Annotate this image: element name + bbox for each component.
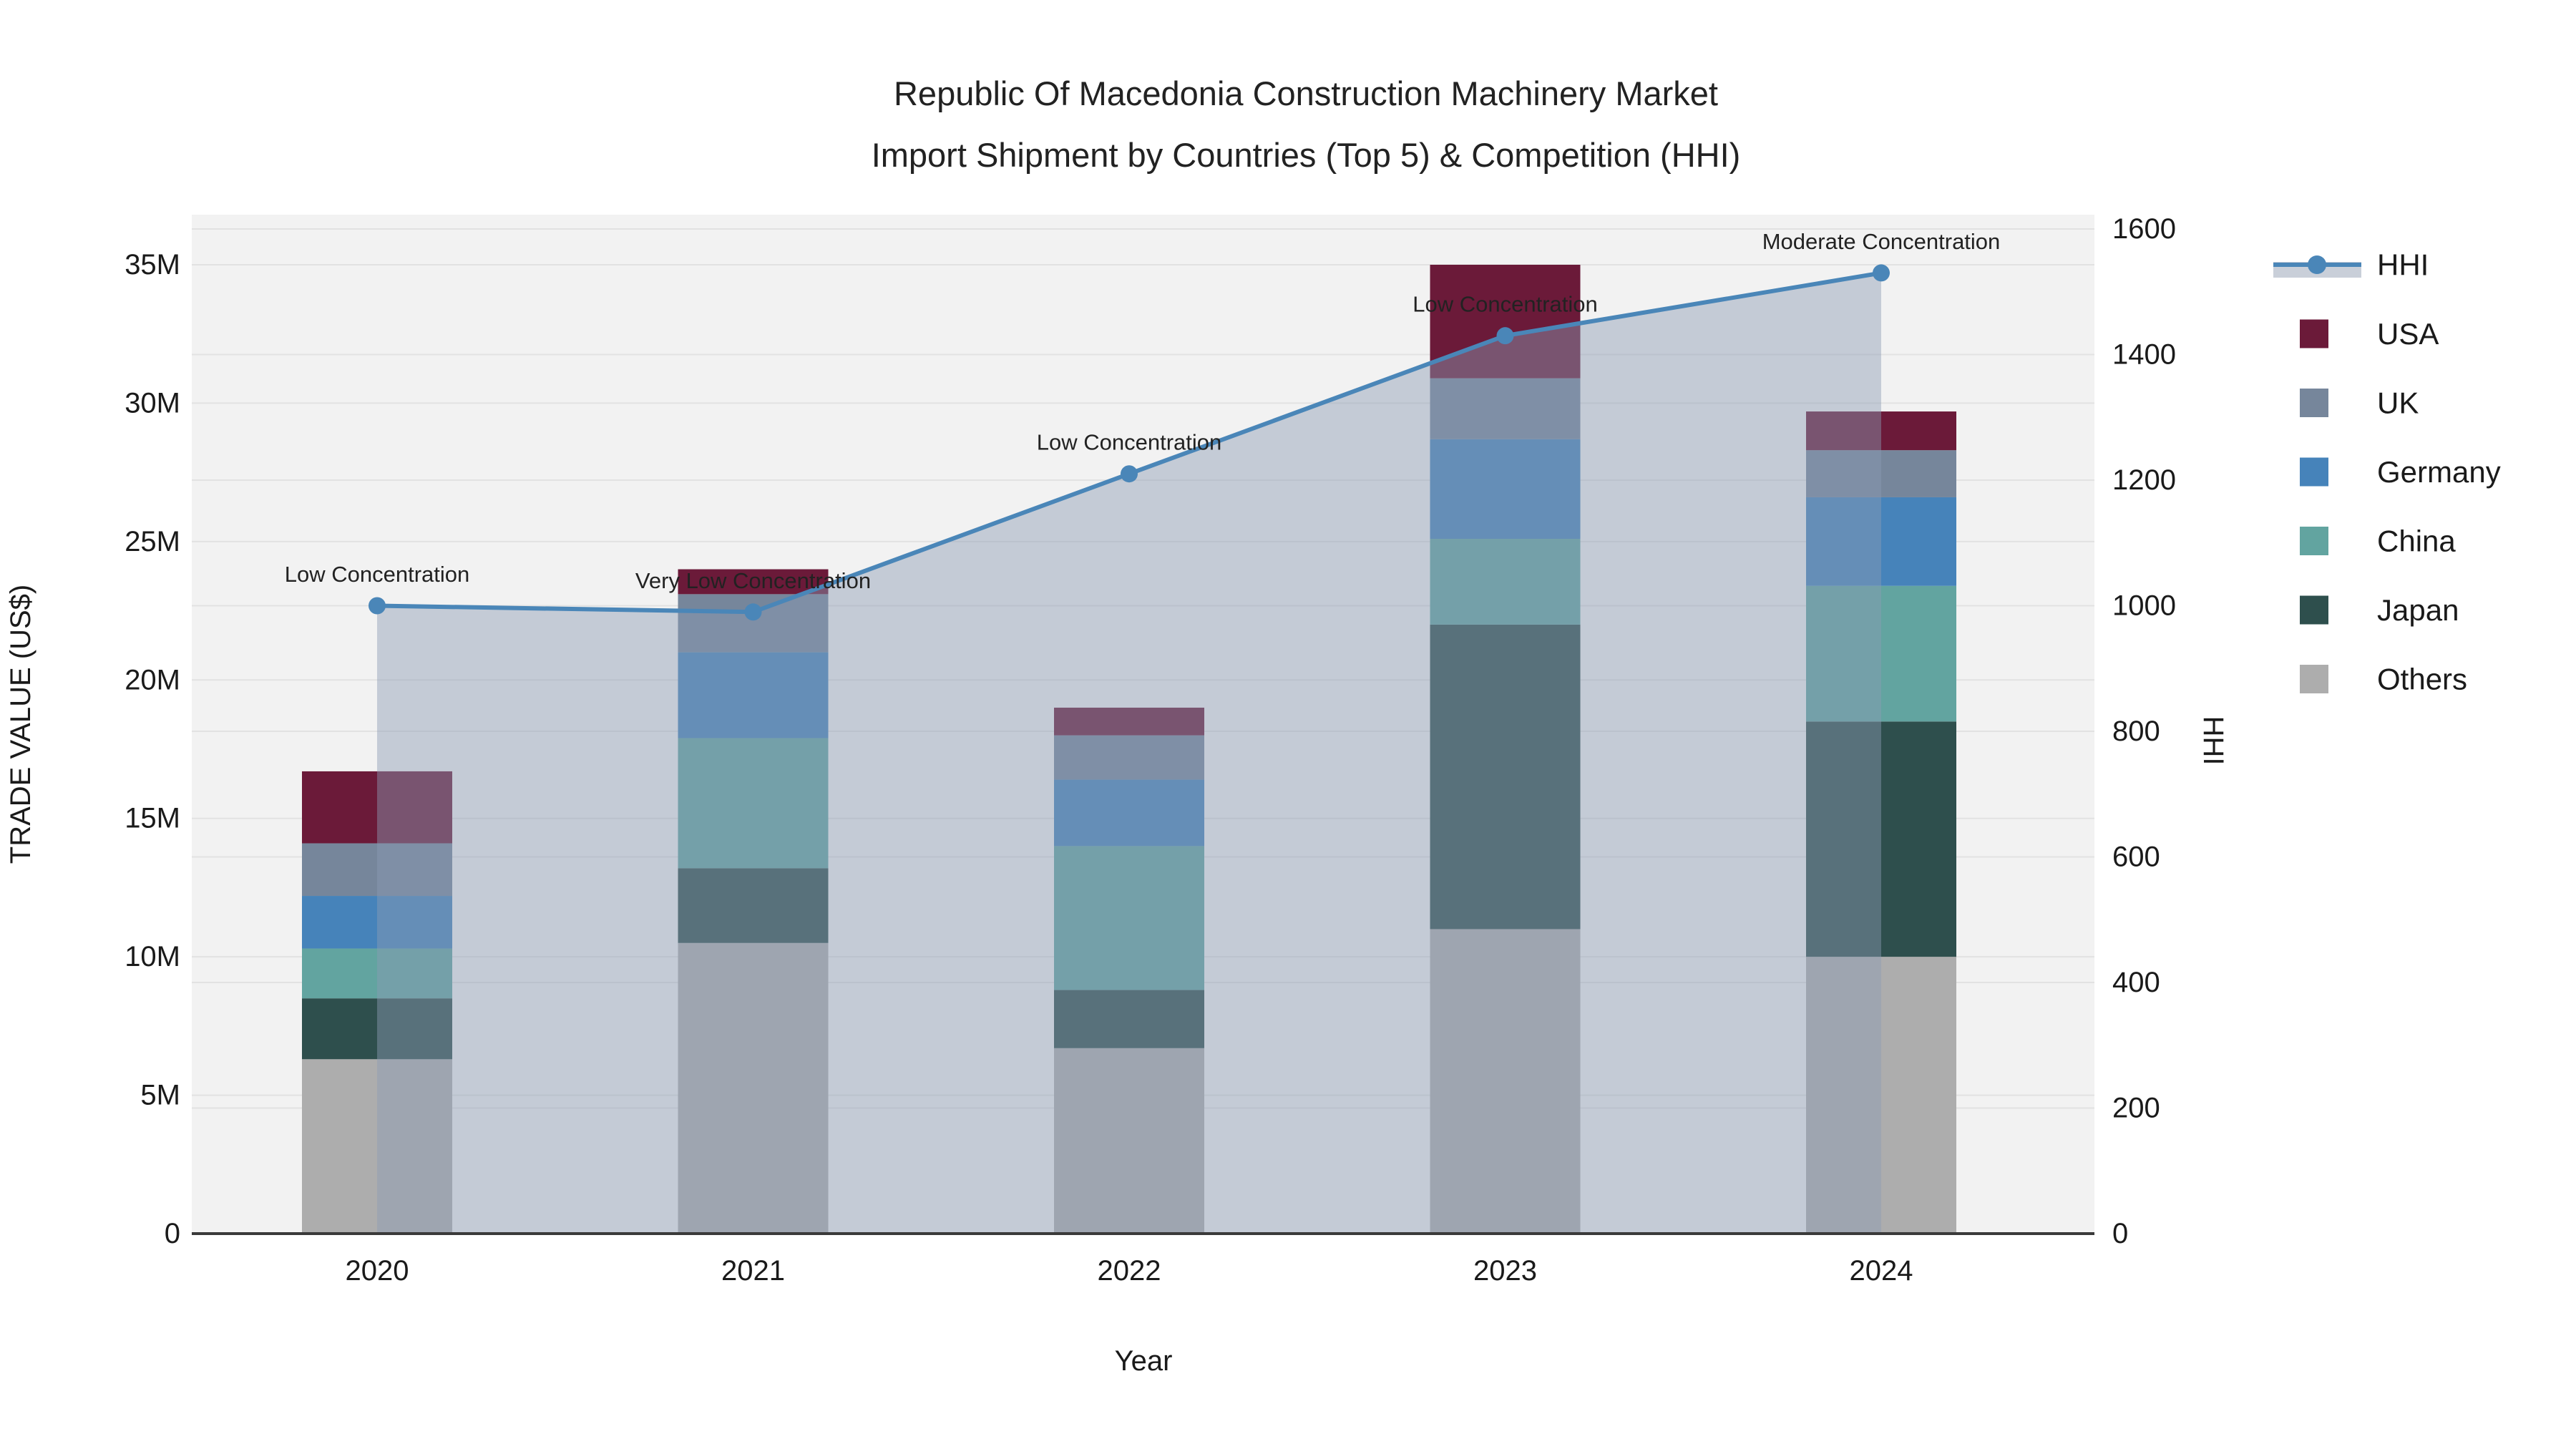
- chart-title-line2: Import Shipment by Countries (Top 5) & C…: [872, 136, 1741, 174]
- x-tick-2023: 2023: [1473, 1255, 1537, 1287]
- bar-segment-japan-2022[interactable]: [1054, 990, 1204, 1048]
- hhi-marker-2024[interactable]: [1873, 264, 1890, 282]
- legend: HHI USA UK Germany China Japan Others: [2273, 248, 2501, 696]
- bar-segment-japan-2020[interactable]: [302, 998, 452, 1060]
- bar-segment-japan-2021[interactable]: [678, 868, 829, 943]
- legend-item-japan[interactable]: Japan: [2300, 593, 2459, 627]
- bar-segment-china-2022[interactable]: [1054, 846, 1204, 990]
- y-axis-right-ticks: 0 200 400 600 800 1000 1200 1400 1600: [2112, 213, 2176, 1249]
- bar-segment-uk-2023[interactable]: [1430, 378, 1581, 439]
- y-left-tick-20M: 20M: [125, 664, 180, 696]
- hhi-marker-2022[interactable]: [1121, 465, 1138, 483]
- bar-segment-germany-2021[interactable]: [678, 652, 829, 738]
- bar-segment-uk-2024[interactable]: [1806, 450, 1956, 497]
- legend-label-hhi: HHI: [2377, 248, 2429, 282]
- annotation-2024: Moderate Concentration: [1762, 229, 2001, 254]
- y-axis-right-title: HHI: [2197, 716, 2229, 766]
- y-axis-left-title: TRADE VALUE (US$): [5, 585, 36, 864]
- y-right-tick-1400: 1400: [2112, 339, 2176, 371]
- x-tick-2020: 2020: [346, 1255, 409, 1287]
- legend-label-japan: Japan: [2377, 593, 2459, 627]
- legend-item-hhi[interactable]: HHI: [2273, 248, 2429, 282]
- annotation-2020: Low Concentration: [285, 562, 470, 587]
- y-left-tick-35M: 35M: [125, 249, 180, 280]
- annotation-2023: Low Concentration: [1413, 292, 1598, 317]
- legend-label-others: Others: [2377, 663, 2467, 696]
- hhi-marker-2023[interactable]: [1496, 327, 1514, 345]
- bar-segment-germany-2020[interactable]: [302, 896, 452, 949]
- bar-segment-uk-2020[interactable]: [302, 843, 452, 897]
- legend-item-china[interactable]: China: [2300, 525, 2456, 558]
- legend-swatch-china: [2300, 527, 2328, 555]
- bar-segment-others-2020[interactable]: [302, 1059, 452, 1234]
- hhi-legend-marker: [2308, 255, 2326, 274]
- y-left-tick-10M: 10M: [125, 941, 180, 972]
- bar-segment-usa-2020[interactable]: [302, 771, 452, 844]
- bar-segment-usa-2024[interactable]: [1806, 411, 1956, 451]
- y-right-tick-0: 0: [2112, 1218, 2128, 1249]
- bar-segment-uk-2022[interactable]: [1054, 735, 1204, 780]
- x-tick-2024: 2024: [1850, 1255, 1913, 1287]
- stacked-bars: [302, 265, 1956, 1234]
- bar-segment-china-2020[interactable]: [302, 948, 452, 999]
- bar-segment-germany-2023[interactable]: [1430, 439, 1581, 539]
- y-right-tick-600: 600: [2112, 841, 2160, 873]
- hhi-area-fill: [377, 273, 1881, 1234]
- bar-segment-others-2021[interactable]: [678, 942, 829, 1234]
- legend-item-usa[interactable]: USA: [2300, 317, 2439, 351]
- bar-segment-others-2023[interactable]: [1430, 929, 1581, 1234]
- bar-segment-usa-2022[interactable]: [1054, 707, 1204, 736]
- legend-label-uk: UK: [2377, 386, 2419, 420]
- legend-label-germany: Germany: [2377, 455, 2501, 489]
- legend-swatch-uk: [2300, 389, 2328, 417]
- bar-segment-japan-2023[interactable]: [1430, 624, 1581, 930]
- bar-segment-germany-2024[interactable]: [1806, 497, 1956, 586]
- hhi-markers: [369, 264, 1890, 621]
- y-left-tick-25M: 25M: [125, 526, 180, 557]
- x-axis-title: Year: [1115, 1345, 1173, 1377]
- y-right-tick-1200: 1200: [2112, 464, 2176, 496]
- y-left-tick-30M: 30M: [125, 387, 180, 419]
- legend-label-usa: USA: [2377, 317, 2439, 351]
- legend-label-china: China: [2377, 525, 2456, 558]
- bar-segment-usa-2021[interactable]: [678, 569, 829, 595]
- legend-item-germany[interactable]: Germany: [2300, 455, 2501, 489]
- bar-segment-others-2022[interactable]: [1054, 1048, 1204, 1234]
- y-left-tick-0: 0: [165, 1218, 180, 1249]
- y-right-tick-1000: 1000: [2112, 590, 2176, 622]
- bar-segment-china-2021[interactable]: [678, 738, 829, 869]
- hhi-marker-2021[interactable]: [744, 603, 762, 621]
- legend-swatch-others: [2300, 665, 2328, 693]
- y-right-tick-800: 800: [2112, 716, 2160, 747]
- legend-swatch-usa: [2300, 319, 2328, 348]
- bar-segment-others-2024[interactable]: [1806, 957, 1956, 1234]
- legend-item-uk[interactable]: UK: [2300, 386, 2419, 420]
- bar-segment-china-2023[interactable]: [1430, 538, 1581, 625]
- x-tick-2021: 2021: [721, 1255, 785, 1287]
- bar-segment-usa-2023[interactable]: [1430, 265, 1581, 379]
- annotations: Low Concentration Very Low Concentration L…: [285, 229, 2001, 593]
- y-axis-left-ticks: 0 5M 10M 15M 20M 25M 30M 35M: [125, 249, 180, 1249]
- bar-segment-china-2024[interactable]: [1806, 585, 1956, 722]
- y-right-tick-400: 400: [2112, 967, 2160, 998]
- y-right-tick-1600: 1600: [2112, 213, 2176, 245]
- x-axis-ticks: 2020 2021 2022 2023 2024: [346, 1255, 1913, 1287]
- annotation-2022: Low Concentration: [1037, 430, 1222, 455]
- bar-segment-germany-2022[interactable]: [1054, 779, 1204, 847]
- annotation-2021: Very Low Concentration: [635, 568, 871, 593]
- bar-segment-japan-2024[interactable]: [1806, 721, 1956, 957]
- legend-swatch-germany: [2300, 457, 2328, 487]
- legend-swatch-japan: [2300, 595, 2328, 625]
- y-right-tick-200: 200: [2112, 1093, 2160, 1124]
- hhi-marker-2020[interactable]: [369, 597, 386, 615]
- legend-item-others[interactable]: Others: [2300, 663, 2467, 696]
- y-left-tick-15M: 15M: [125, 803, 180, 834]
- chart-title-line1: Republic Of Macedonia Construction Machi…: [894, 74, 1718, 112]
- x-tick-2022: 2022: [1098, 1255, 1161, 1287]
- y-left-tick-5M: 5M: [140, 1080, 180, 1111]
